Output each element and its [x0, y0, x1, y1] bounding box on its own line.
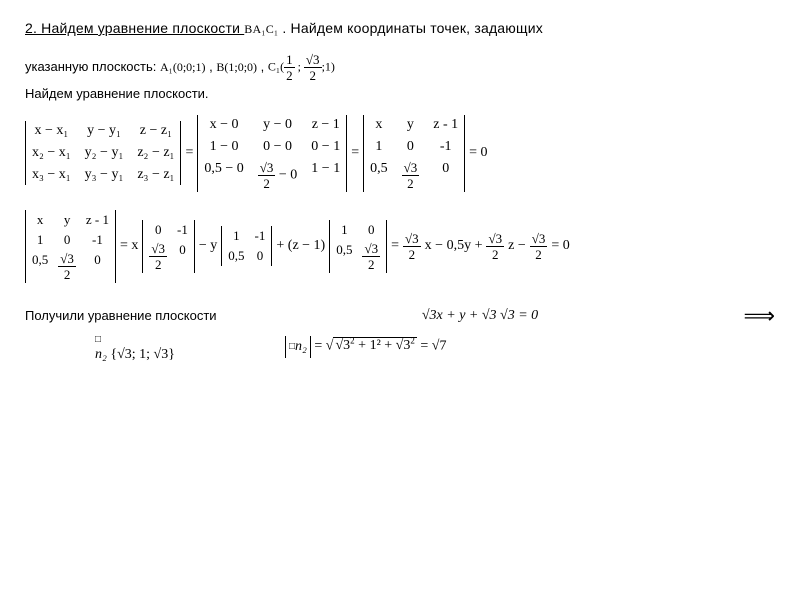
expansion-row: xyz - 1 10-1 0,5 √32 0 = x 0-1 √32 0 − y…: [25, 210, 775, 283]
point-c: C₁(12 ; √32;1): [268, 53, 335, 82]
points-prefix: указанную плоскость:: [25, 59, 160, 74]
title-text-1: 2. Найдем уравнение плоскости: [25, 20, 244, 36]
normal-vector: □ n₂ {√3; 1; √3}: [95, 331, 175, 363]
frac-s3-1: √32: [304, 53, 322, 82]
exp-z-label: + (z − 1): [276, 238, 325, 254]
vector-magnitude: □ n₂ = √√32 + 1² + √32 = √7: [285, 336, 446, 358]
res-end: z −: [508, 238, 526, 254]
matrix-cofactor-x: 0-1 √32 0: [142, 220, 194, 273]
coef-x-frac: √32: [403, 232, 421, 261]
point-a: A₁(0;0;1): [160, 60, 206, 75]
result-label: Получили уравнение плоскости: [25, 308, 217, 323]
matrix-cofactor-y: 1-1 0,50: [221, 226, 272, 266]
exp-x-label: = x: [120, 238, 138, 254]
find-eq-line: Найдем уравнение плоскости.: [25, 86, 775, 101]
abs-icon: □ n₂: [285, 336, 311, 358]
plane-equation: √3x + y + √3 √3 = 0: [233, 308, 728, 324]
cell-s3minus0: √32 − 0: [258, 161, 298, 190]
eq-zero-1: = 0: [469, 145, 487, 161]
vector-row: □ n₂ {√3; 1; √3} □ n₂ = √√32 + 1² + √32 …: [25, 331, 775, 363]
const-frac: √32: [530, 232, 548, 261]
plane-name: BA₁C₁: [244, 22, 278, 37]
matrix-expand-main: xyz - 1 10-1 0,5 √32 0: [25, 210, 116, 283]
determinant-row-1: x − x₁y − y₁z − z₁ x₂ − x₁y₂ − y₁z₂ − z₁…: [25, 115, 775, 192]
comma-1: ,: [209, 59, 216, 74]
exp-y-label: − y: [199, 238, 217, 254]
final-eq-zero: = 0: [551, 238, 569, 254]
eq-2: =: [351, 145, 359, 161]
title-text-2: . Найдем координаты точек, задающих: [278, 20, 543, 36]
under-sqrt: √32 + 1² + √32: [333, 337, 416, 353]
coef-z-frac: √32: [486, 232, 504, 261]
arrow-icon: ⟹: [743, 303, 775, 329]
matrix-subst: x − 0y − 0z − 1 1 − 00 − 00 − 1 0,5 − 0 …: [197, 115, 347, 192]
eq-1: =: [185, 145, 193, 161]
points-line: указанную плоскость: A₁(0;0;1) , B(1;0;0…: [25, 53, 775, 82]
matrix-cofactor-z: 10 0,5 √32: [329, 220, 387, 273]
result-line: Получили уравнение плоскости √3x + y + √…: [25, 303, 775, 329]
eq-3: =: [391, 238, 399, 254]
res-mid: x − 0,5y +: [425, 238, 483, 254]
comma-2: ,: [261, 59, 268, 74]
frac-half-1: 12: [284, 53, 295, 82]
point-b: B(1;0;0): [216, 60, 257, 75]
title-line: 2. Найдем уравнение плоскости BA₁C₁ . На…: [25, 20, 775, 37]
matrix-symbolic: x − x₁y − y₁z − z₁ x₂ − x₁y₂ − y₁z₂ − z₁…: [25, 121, 181, 185]
cell-s3-2: √32: [402, 161, 420, 190]
matrix-numeric: xyz - 1 10-1 0,5 √32 0: [363, 115, 465, 192]
